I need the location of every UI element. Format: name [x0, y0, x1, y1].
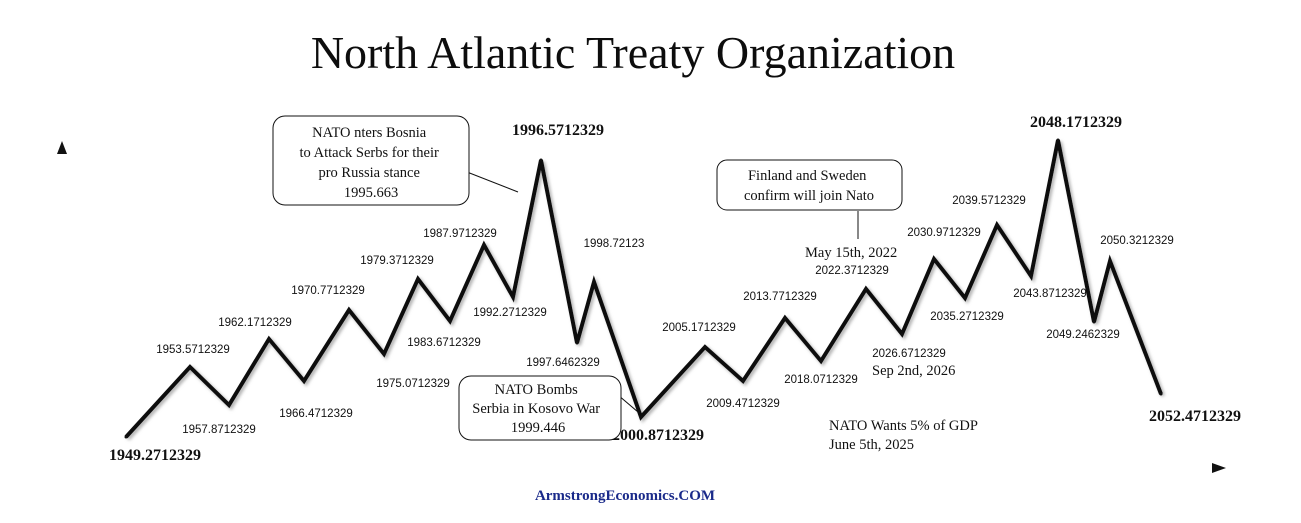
- annotation-may-2022: May 15th, 2022: [805, 245, 897, 261]
- turning-point-label-8: 1983.6712329: [407, 337, 481, 349]
- turning-point-high-1: [188, 365, 192, 369]
- annotation-kosovo-line-1: NATO Bombs: [495, 382, 578, 398]
- x-axis-arrow: [1212, 463, 1226, 473]
- annotation-bosnia-line-4: 1995.663: [344, 185, 398, 201]
- turning-point-high-13: [592, 280, 596, 284]
- turning-point-label-17: 2013.7712329: [743, 291, 817, 303]
- turning-point-label-22: 2035.2712329: [930, 311, 1004, 323]
- turning-point-high-5: [347, 308, 351, 312]
- turning-point-high-27: [1108, 259, 1112, 263]
- turning-point-low-26: [1092, 320, 1096, 324]
- turning-point-low-0: [124, 435, 128, 439]
- annotation-bosnia-line-1: NATO nters Bosnia: [312, 125, 427, 141]
- turning-point-labels: 1949.2712329 1953.5712329 1957.8712329 1962…: [109, 114, 1241, 464]
- annotation-bosnia-line-2: to Attack Serbs for their: [300, 145, 440, 161]
- annotation-kosovo-text: NATO Bombs Serbia in Kosovo War 1999.446: [472, 382, 603, 436]
- turning-point-label-21: 2030.9712329: [907, 227, 981, 239]
- turning-point-label-7: 1979.3712329: [360, 255, 434, 267]
- annotation-sep-2026: Sep 2nd, 2026: [872, 363, 955, 379]
- turning-point-low-18: [819, 359, 823, 363]
- turning-point-label-18: 2018.0712329: [784, 374, 858, 386]
- axes: [57, 141, 1226, 473]
- annotation-finland-text: Finland and Sweden confirm will join Nat…: [744, 168, 874, 204]
- turning-point-label-23: 2039.5712329: [952, 195, 1026, 207]
- turning-point-low-2: [227, 403, 231, 407]
- annotation-gdp: NATO Wants 5% of GDP June 5th, 2025: [829, 418, 981, 453]
- turning-point-label-25: 2048.1712329: [1030, 114, 1122, 131]
- turning-point-label-0: 1949.2712329: [109, 447, 201, 464]
- chart-title: North Atlantic Treaty Organization: [311, 27, 955, 78]
- annotation-kosovo-line-3: 1999.446: [511, 420, 565, 436]
- annotation-kosovo-box: [458, 375, 622, 441]
- turning-point-label-27: 2050.3212329: [1100, 235, 1174, 247]
- annotation-bosnia: NATO nters Bosnia to Attack Serbs for th…: [272, 115, 519, 206]
- turning-point-label-11: 1996.5712329: [512, 122, 604, 139]
- turning-point-high-15: [703, 345, 707, 349]
- turning-point-low-8: [448, 319, 452, 323]
- turning-point-label-3: 1962.1712329: [218, 317, 292, 329]
- annotation-bosnia-pointer: [466, 171, 519, 193]
- annotation-gdp-line-1: NATO Wants 5% of GDP: [829, 418, 978, 434]
- annotation-finland-box: [716, 159, 903, 211]
- turning-point-high-3: [267, 337, 271, 341]
- annotation-bosnia-line-3: pro Russia stance: [318, 165, 419, 181]
- annotation-bosnia-text: NATO nters Bosnia to Attack Serbs for th…: [300, 125, 443, 201]
- annotation-gdp-line-2: June 5th, 2025: [829, 437, 914, 453]
- turning-point-label-20: 2026.6712329: [872, 348, 946, 360]
- turning-point-low-24: [1029, 274, 1033, 278]
- turning-point-high-21: [932, 257, 936, 261]
- turning-point-low-16: [741, 379, 745, 383]
- annotation-finland-line-1: Finland and Sweden: [748, 168, 867, 184]
- turning-point-label-12: 1997.6462329: [526, 357, 600, 369]
- turning-point-high-11: [539, 158, 543, 162]
- turning-point-low-22: [963, 296, 967, 300]
- annotation-finland-sweden: Finland and Sweden confirm will join Nat…: [716, 159, 903, 239]
- turning-point-label-16: 2009.4712329: [706, 398, 780, 410]
- turning-point-label-14: 2000.8712329: [612, 427, 704, 444]
- turning-point-high-7: [416, 277, 420, 281]
- turning-point-low-20: [900, 332, 904, 336]
- turning-point-label-2: 1957.8712329: [182, 424, 256, 436]
- turning-point-label-19: 2022.3712329: [815, 265, 889, 277]
- turning-point-low-28: [1159, 392, 1163, 396]
- turning-point-label-4: 1966.4712329: [279, 408, 353, 420]
- cycle-series: [124, 138, 1163, 439]
- turning-point-label-9: 1987.9712329: [423, 228, 497, 240]
- annotation-kosovo-line-2: Serbia in Kosovo War: [472, 401, 600, 417]
- turning-point-label-6: 1975.0712329: [376, 378, 450, 390]
- turning-point-label-1: 1953.5712329: [156, 344, 230, 356]
- turning-point-label-13: 1998.72123: [584, 238, 645, 250]
- turning-point-low-10: [511, 295, 515, 299]
- turning-point-low-4: [302, 379, 306, 383]
- turning-point-high-17: [783, 316, 787, 320]
- turning-point-label-26: 2049.2462329: [1046, 329, 1120, 341]
- footer-credit: ArmstrongEconomics.COM: [535, 488, 715, 504]
- turning-point-label-15: 2005.1712329: [662, 322, 736, 334]
- turning-point-label-10: 1992.2712329: [473, 307, 547, 319]
- y-axis-arrow: [57, 141, 67, 154]
- annotation-finland-line-2: confirm will join Nato: [744, 188, 874, 204]
- turning-point-label-24: 2043.8712329: [1013, 288, 1087, 300]
- turning-point-high-19: [864, 287, 868, 291]
- turning-point-high-25: [1056, 138, 1060, 142]
- annotation-bosnia-box: [272, 115, 470, 206]
- turning-point-label-5: 1970.7712329: [291, 285, 365, 297]
- turning-point-label-28: 2052.4712329: [1149, 408, 1241, 425]
- turning-point-high-9: [482, 243, 486, 247]
- turning-point-low-12: [575, 341, 579, 345]
- turning-point-high-23: [995, 223, 999, 227]
- turning-point-low-6: [382, 352, 386, 356]
- annotation-kosovo: NATO Bombs Serbia in Kosovo War 1999.446: [458, 375, 639, 441]
- turning-point-low-14: [639, 415, 643, 419]
